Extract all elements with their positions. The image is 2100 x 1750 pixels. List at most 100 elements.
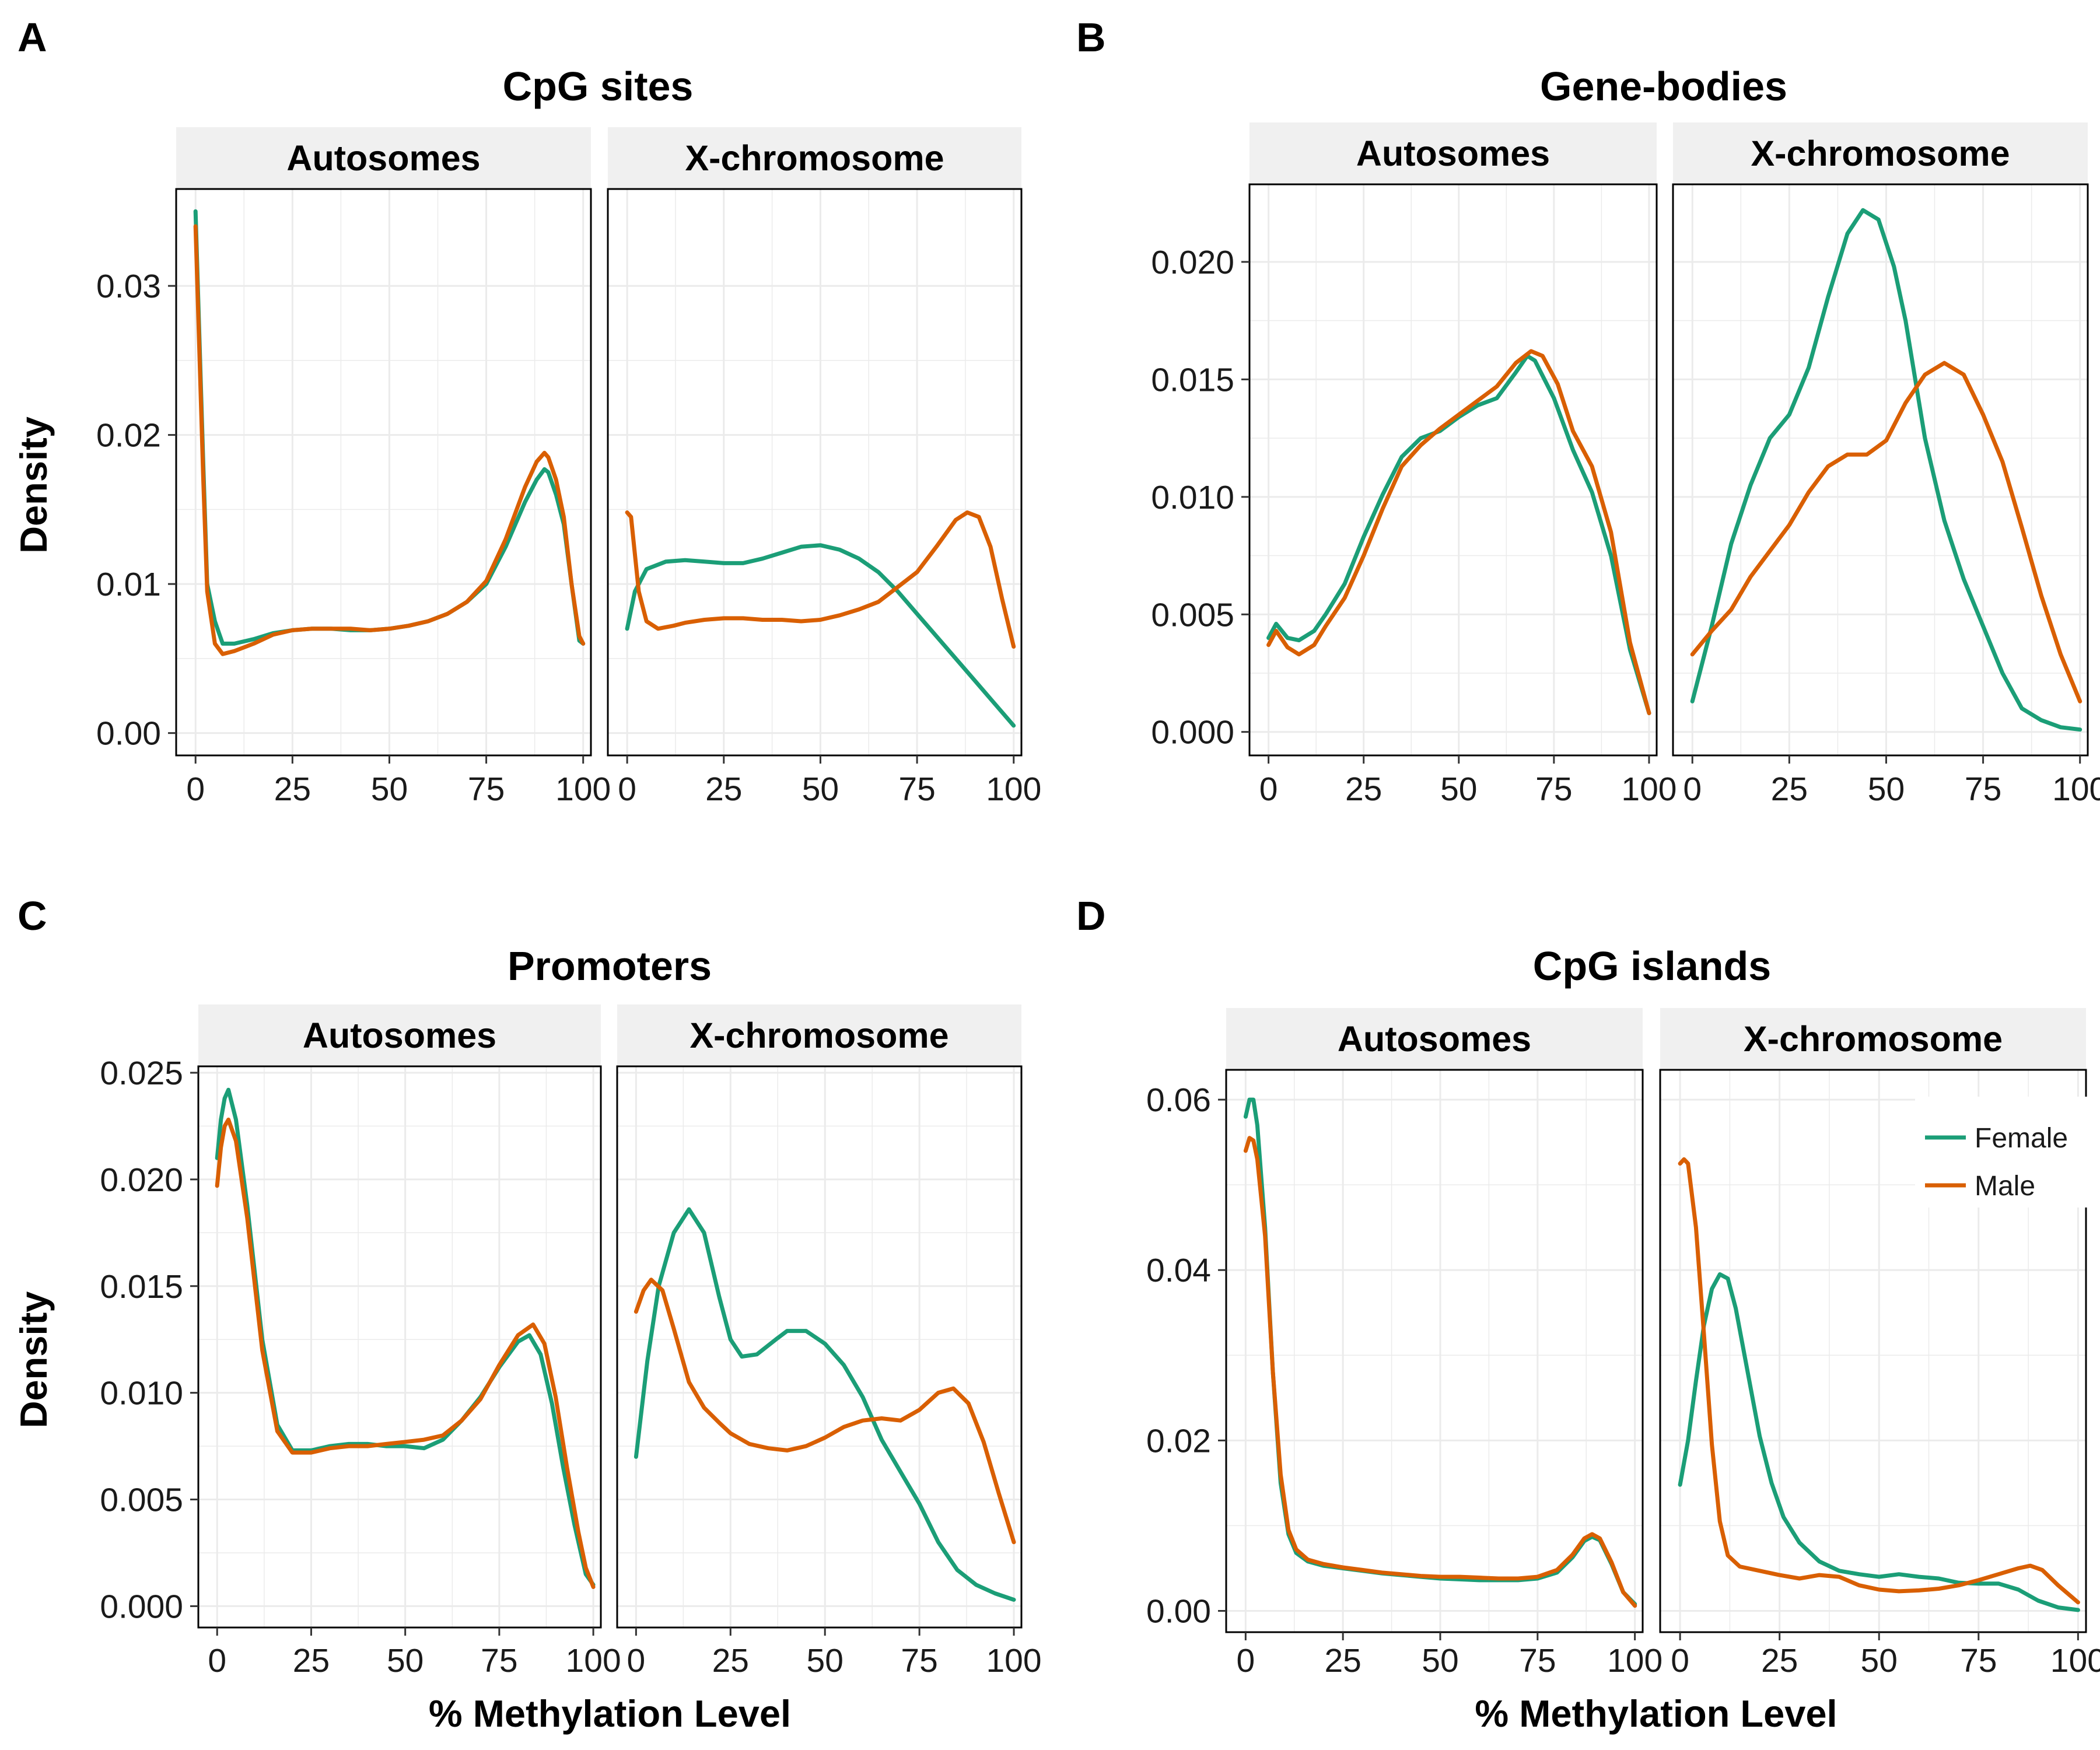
panel-border <box>607 188 1023 757</box>
x-tick-label: 50 <box>371 771 408 808</box>
grid <box>1226 1070 1643 1632</box>
y-tick-label: 0.00 <box>1146 1592 1211 1630</box>
facet-strip <box>1673 123 2088 184</box>
x-tick-label: 25 <box>1345 771 1382 808</box>
x-tick-label: 0 <box>1671 1642 1689 1679</box>
plot-title: Promoters <box>508 943 712 989</box>
facet-strip <box>617 1005 1021 1066</box>
y-tick-label: 0.03 <box>96 268 161 305</box>
facet-strip <box>1250 123 1657 184</box>
x-tick-label: 50 <box>802 771 839 808</box>
facet-x-chromosome: X-chromosome 0 25 50 75 100 <box>1672 123 2100 808</box>
panel-border <box>1225 1069 1644 1633</box>
series-line-female <box>634 1207 1016 1602</box>
plot-background <box>617 1066 1021 1628</box>
x-tick-label: 25 <box>274 771 311 808</box>
grid <box>608 189 1021 755</box>
x-tick-label: 100 <box>2050 1642 2100 1679</box>
legend: Female Male <box>1915 1097 2090 1208</box>
x-tick-label: 0 <box>186 771 205 808</box>
facet-strip-label: X-chromosome <box>1744 1019 2003 1059</box>
y-tick-label: 0.02 <box>96 417 161 454</box>
panel-border <box>1248 183 1658 757</box>
plot-background <box>608 189 1021 755</box>
plot-background <box>176 189 591 755</box>
y-tick-label: 0.005 <box>1151 596 1234 634</box>
plot-background <box>1673 184 2088 755</box>
panel-a: A CpG sites Autosomes 0 25 50 75 100 0.00 0.01 0.0… <box>12 15 1041 808</box>
panel-letter: B <box>1076 15 1106 60</box>
facet-strip-label: X-chromosome <box>685 138 944 178</box>
facet-strip <box>176 127 591 189</box>
facet-autosomes: Autosomes 0 25 50 75 100 0.000 0.005 0.010 0.015 0… <box>100 1005 621 1679</box>
facet-autosomes: Autosomes 0 25 50 75 100 0.000 0.005 0.010 0.015 0… <box>1151 123 1677 808</box>
x-tick-label: 50 <box>387 1642 424 1679</box>
facet-strip-label: X-chromosome <box>690 1016 949 1055</box>
x-tick-label: 50 <box>1861 1642 1898 1679</box>
y-tick-label: 0.010 <box>100 1375 183 1412</box>
x-tick-label: 75 <box>1965 771 2001 808</box>
panel-c: C Promoters Autosomes 0 25 50 75 100 0.000 0.005 0… <box>12 893 1042 1735</box>
grid <box>1250 184 1657 755</box>
series-line-male <box>634 1278 1016 1545</box>
series-line-female <box>625 543 1016 728</box>
x-tick-label: 50 <box>1868 771 1905 808</box>
panel-letter: C <box>18 893 47 939</box>
facet-strip-label: Autosomes <box>1338 1019 1531 1059</box>
plot-title: CpG islands <box>1533 943 1771 989</box>
plot-background <box>1226 1070 1643 1632</box>
y-tick-label: 0.010 <box>1151 479 1234 516</box>
x-tick-label: 100 <box>566 1642 621 1679</box>
x-axis-title: % Methylation Level <box>429 1692 791 1735</box>
facet-x-chromosome: X-chromosome 0 25 50 75 100 <box>607 127 1041 808</box>
legend-background <box>1915 1097 2090 1208</box>
panel-border <box>616 1065 1023 1629</box>
x-tick-label: 100 <box>555 771 611 808</box>
series-line-male <box>1690 360 2082 704</box>
x-tick-label: 100 <box>2052 771 2100 808</box>
x-tick-label: 50 <box>1422 1642 1458 1679</box>
x-tick-label: 25 <box>1761 1642 1798 1679</box>
x-tick-label: 50 <box>1440 771 1477 808</box>
panel-border <box>1659 1069 2087 1633</box>
x-tick-label: 0 <box>1237 1642 1255 1679</box>
x-tick-label: 50 <box>807 1642 844 1679</box>
facet-strip <box>1226 1008 1643 1070</box>
legend-label-male: Male <box>1975 1171 2035 1202</box>
x-tick-label: 0 <box>627 1642 646 1679</box>
facet-x-chromosome: X-chromosome 0 25 50 75 100 <box>616 1005 1042 1679</box>
x-tick-label: 75 <box>481 1642 517 1679</box>
series-line-male <box>193 224 586 656</box>
y-tick-label: 0.020 <box>1151 244 1234 281</box>
x-tick-label: 75 <box>1535 771 1572 808</box>
y-tick-label: 0.000 <box>100 1588 183 1625</box>
grid <box>176 189 591 755</box>
x-axis-title: % Methylation Level <box>1475 1692 1837 1735</box>
plot-background <box>198 1066 601 1628</box>
facet-strip-label: Autosomes <box>286 138 480 178</box>
series-line-female <box>1690 208 2082 732</box>
series-line-male <box>1266 349 1651 715</box>
series-line-male <box>215 1117 596 1589</box>
x-tick-label: 75 <box>1519 1642 1556 1679</box>
y-tick-label: 0.06 <box>1146 1082 1211 1119</box>
x-tick-label: 25 <box>293 1642 330 1679</box>
plot-background <box>1250 184 1657 755</box>
x-tick-label: 25 <box>712 1642 749 1679</box>
series-line-male <box>625 510 1016 649</box>
y-tick-label: 0.015 <box>100 1268 183 1306</box>
x-tick-label: 0 <box>208 1642 226 1679</box>
panel-letter: A <box>18 15 47 60</box>
y-tick-label: 0.00 <box>96 715 161 752</box>
panel-letter: D <box>1076 893 1106 939</box>
panel-border <box>175 188 592 757</box>
y-tick-label: 0.02 <box>1146 1422 1211 1460</box>
series-line-male <box>1678 1157 2080 1605</box>
series-line-male <box>1243 1136 1637 1608</box>
grid <box>617 1066 1021 1628</box>
x-tick-label: 75 <box>901 1642 937 1679</box>
x-tick-label: 25 <box>1324 1642 1361 1679</box>
x-tick-label: 0 <box>618 771 636 808</box>
series-line-female <box>1678 1272 2080 1612</box>
